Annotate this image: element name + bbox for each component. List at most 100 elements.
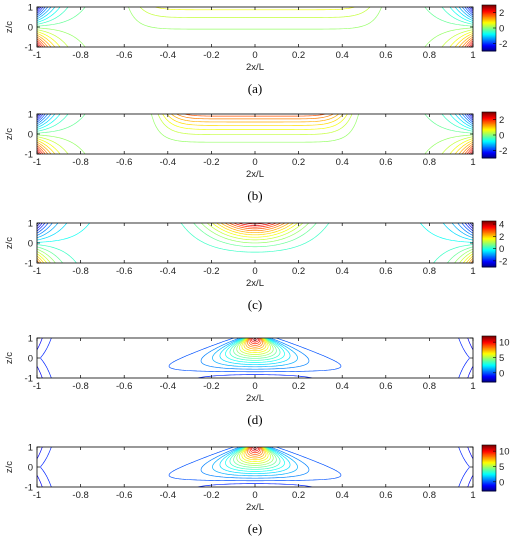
colorbar-step bbox=[482, 25, 496, 27]
x-tick-label: -1 bbox=[33, 266, 41, 277]
colorbar-step bbox=[482, 230, 496, 233]
contour-level bbox=[233, 447, 277, 468]
colorbar-step bbox=[482, 480, 496, 482]
colorbar-step bbox=[482, 226, 496, 228]
colorbar-step bbox=[482, 336, 496, 339]
x-tick-label: 0 bbox=[252, 266, 257, 277]
x-tick-label: 1 bbox=[470, 490, 475, 501]
colorbar-step bbox=[482, 359, 496, 362]
colorbar-tick-label: 0 bbox=[499, 368, 504, 379]
contour-level bbox=[247, 338, 263, 348]
colorbar-step bbox=[482, 156, 496, 158]
contour-level bbox=[212, 447, 298, 477]
contour-level bbox=[37, 7, 473, 47]
colorbar-step bbox=[482, 147, 496, 149]
contour-level bbox=[249, 447, 261, 454]
panel-caption: (a) bbox=[248, 81, 262, 96]
x-tick-label: 0.4 bbox=[336, 50, 349, 61]
colorbar-step bbox=[482, 145, 496, 147]
contour-level bbox=[250, 447, 260, 452]
contour-lines bbox=[37, 338, 473, 378]
colorbar-step bbox=[482, 353, 496, 355]
colorbar-step bbox=[482, 249, 496, 251]
colorbar-step bbox=[482, 452, 496, 454]
colorbar-step bbox=[482, 363, 496, 365]
colorbar-step bbox=[482, 245, 496, 247]
colorbar-tick-label: -2 bbox=[499, 256, 507, 267]
contour-level bbox=[225, 447, 285, 472]
colorbar-step bbox=[482, 29, 496, 31]
y-tick-label: 0 bbox=[28, 23, 33, 34]
y-tick-label: 0 bbox=[28, 463, 33, 474]
colorbar-step bbox=[482, 259, 496, 261]
colorbar-step bbox=[482, 117, 496, 119]
contour-lines bbox=[37, 447, 473, 487]
colorbar-step bbox=[482, 460, 496, 462]
colorbar-step bbox=[482, 118, 496, 120]
colorbar-step bbox=[482, 232, 496, 234]
colorbar-step bbox=[482, 338, 496, 340]
colorbar-step bbox=[482, 143, 496, 145]
colorbar-step bbox=[482, 484, 496, 486]
contour-level bbox=[239, 447, 271, 464]
colorbar-step bbox=[482, 461, 496, 464]
contour-level bbox=[37, 38, 473, 47]
colorbar-step bbox=[482, 34, 496, 37]
colorbar-step bbox=[482, 141, 496, 144]
contour-level bbox=[37, 7, 473, 27]
contour-level bbox=[37, 223, 473, 243]
colorbar-step bbox=[482, 263, 496, 266]
x-tick-label: 0 bbox=[252, 490, 257, 501]
colorbar-step bbox=[482, 446, 496, 448]
colorbar-step bbox=[482, 484, 496, 487]
colorbar-step bbox=[482, 18, 496, 21]
colorbar-step bbox=[482, 121, 496, 123]
x-axis-label: 2x/L bbox=[246, 502, 264, 513]
colorbar-step bbox=[482, 477, 496, 479]
colorbar-step bbox=[482, 116, 496, 118]
x-tick-label: -0.6 bbox=[116, 381, 132, 392]
colorbar-step bbox=[482, 354, 496, 356]
colorbar-step bbox=[482, 35, 496, 37]
colorbar-tick-label: 2 bbox=[499, 232, 504, 243]
colorbar-step bbox=[482, 247, 496, 249]
x-tick-label: -0.4 bbox=[160, 50, 176, 61]
colorbar-step bbox=[482, 23, 496, 25]
x-tick-label: 0.4 bbox=[336, 490, 349, 501]
x-tick-label: 0.2 bbox=[292, 381, 305, 392]
colorbar-step bbox=[482, 227, 496, 230]
colorbar-step bbox=[482, 253, 496, 255]
panel-b: -1 -0.8 -0.6 -0.4 -0.2 0 0.2 0.4 0.6 0.8 1 -1 0 1 2x/L… bbox=[4, 110, 507, 204]
colorbar-step bbox=[482, 467, 496, 469]
colorbar-step bbox=[482, 19, 496, 21]
colorbar-step bbox=[482, 243, 496, 245]
colorbar-step bbox=[482, 378, 496, 381]
x-tick-label: 0 bbox=[252, 381, 257, 392]
colorbar-step bbox=[482, 345, 496, 348]
contour-level bbox=[37, 34, 473, 47]
x-tick-label: 1 bbox=[470, 381, 475, 392]
colorbar-step bbox=[482, 150, 496, 152]
contour-level bbox=[37, 223, 473, 234]
x-tick-label: 0 bbox=[252, 50, 257, 61]
x-tick-label: 0.4 bbox=[336, 381, 349, 392]
x-tick-label: -0.2 bbox=[203, 381, 219, 392]
contour-level bbox=[37, 7, 473, 16]
colorbar-step bbox=[482, 12, 496, 14]
colorbar-step bbox=[482, 481, 496, 484]
colorbar-step bbox=[482, 244, 496, 247]
colorbar-step bbox=[482, 264, 496, 266]
contour-level bbox=[37, 114, 473, 154]
contour-level bbox=[37, 223, 473, 263]
colorbar-frame bbox=[481, 444, 497, 492]
contour-level bbox=[37, 114, 473, 154]
colorbar-step bbox=[482, 240, 496, 243]
contour-level bbox=[40, 447, 470, 487]
contour-level bbox=[241, 447, 269, 462]
colorbar-step bbox=[482, 129, 496, 131]
colorbar-step bbox=[482, 454, 496, 456]
colorbar-step bbox=[482, 482, 496, 484]
x-tick-label: 0.6 bbox=[379, 50, 392, 61]
contour-level bbox=[236, 338, 274, 357]
